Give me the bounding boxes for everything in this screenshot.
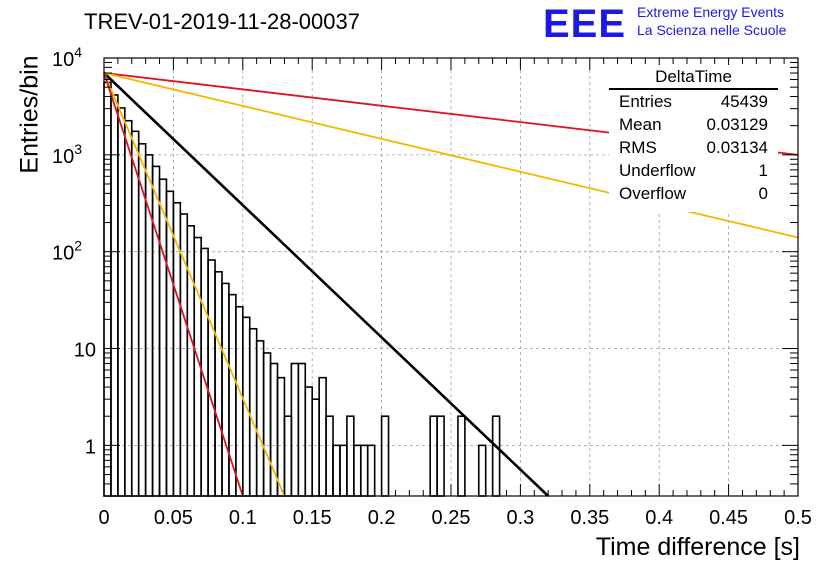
stats-value: 0.03134 [706, 138, 768, 157]
reference-line [103, 72, 244, 497]
histogram-bin [144, 154, 154, 497]
stats-row: Underflow 1 [609, 159, 778, 182]
x-tick-label: 0 [98, 507, 109, 529]
histogram-bin [332, 444, 341, 497]
histogram-bin [214, 270, 223, 497]
x-tick-label: 0.2 [368, 507, 396, 529]
histogram-bin [325, 415, 334, 497]
histogram-bin [124, 119, 133, 497]
histogram [103, 81, 501, 497]
x-tick-label: 0.45 [709, 507, 748, 529]
y-tick-label: 10 [74, 340, 96, 362]
x-tick-label: 0.5 [784, 507, 812, 529]
histogram-bin [255, 340, 265, 497]
logo-caption: Extreme Energy Events La Scienza nelle S… [637, 3, 786, 39]
stats-row: RMS 0.03134 [609, 136, 778, 159]
histogram-bin [158, 178, 168, 497]
histogram-bin [436, 415, 445, 497]
histogram-bin [359, 444, 369, 497]
y-tick-label: 103 [52, 141, 82, 168]
histogram-bin [235, 305, 244, 497]
x-tick-label: 0.25 [432, 507, 471, 529]
histogram-bin [248, 327, 258, 497]
x-tick-label: 0.4 [645, 507, 673, 529]
axis-ticks: 0 0.05 0.1 0.15 0.2 0.25 0.3 0.35 0.4 0.45 0.51101… [52, 44, 812, 529]
histogram-bin [477, 444, 487, 497]
histogram-bin [290, 362, 300, 497]
histogram-bin [165, 190, 175, 497]
histogram-bin [457, 415, 466, 497]
x-tick-label: 0.05 [154, 507, 193, 529]
stats-row: Entries 45439 [609, 90, 778, 113]
x-tick-label: 0.35 [570, 507, 609, 529]
histogram-bin [186, 225, 196, 497]
histogram-bin [491, 415, 501, 497]
x-tick-label: 0.15 [293, 507, 332, 529]
stats-row: Mean 0.03129 [609, 113, 778, 136]
reference-line [103, 72, 286, 497]
exponential-fit-line [103, 72, 550, 497]
stats-value: 45439 [720, 92, 768, 111]
histogram-bin [380, 415, 390, 497]
stats-label: RMS [619, 138, 657, 157]
x-tick-label: 0.1 [229, 507, 257, 529]
histogram-bin [297, 362, 307, 497]
histogram-bin [276, 376, 286, 497]
eee-logo: EEE [543, 2, 627, 46]
histogram-bin [311, 398, 320, 497]
x-tick-label: 0.3 [506, 507, 534, 529]
histogram-bin [346, 415, 355, 497]
stats-box: DeltaTime Entries 45439 Mean 0.03129 RMS 0.… [609, 65, 778, 212]
histogram-bin [207, 259, 216, 497]
y-tick-label: 102 [52, 238, 82, 265]
y-axis-label: Entries/bin [15, 55, 44, 174]
stats-row: Overflow 0 [609, 182, 778, 205]
histogram-bin [339, 444, 348, 497]
stats-value: 0.03129 [706, 115, 768, 134]
stats-label: Mean [619, 115, 662, 134]
logo-line-1: Extreme Energy Events [637, 4, 785, 20]
logo-line-2: La Scienza nelle Scuole [637, 22, 787, 38]
histogram-bin [221, 282, 230, 497]
histogram-bin [283, 415, 293, 497]
y-tick-label: 104 [52, 44, 82, 71]
stats-label: Entries [619, 92, 672, 111]
histogram-bin [353, 444, 362, 497]
stats-title: DeltaTime [609, 65, 778, 90]
histogram-bin [318, 376, 327, 497]
histogram-bin [117, 107, 126, 497]
stats-value: 0 [758, 184, 768, 203]
y-tick-label: 1 [85, 436, 96, 458]
histogram-bin [172, 201, 182, 497]
histogram-bin [103, 81, 112, 497]
stats-label: Overflow [619, 184, 687, 203]
histogram-bin [429, 415, 438, 497]
x-axis-label: Time difference [s] [595, 533, 800, 561]
histogram-bin [304, 386, 314, 497]
stats-label: Underflow [619, 161, 696, 180]
histogram-bin [262, 352, 272, 497]
chart-title: TREV-01-2019-11-28-00037 [84, 9, 360, 34]
histogram-bin [151, 165, 161, 497]
histogram-bin [366, 444, 376, 497]
histogram-bin [130, 130, 140, 497]
stats-value: 1 [758, 161, 768, 180]
